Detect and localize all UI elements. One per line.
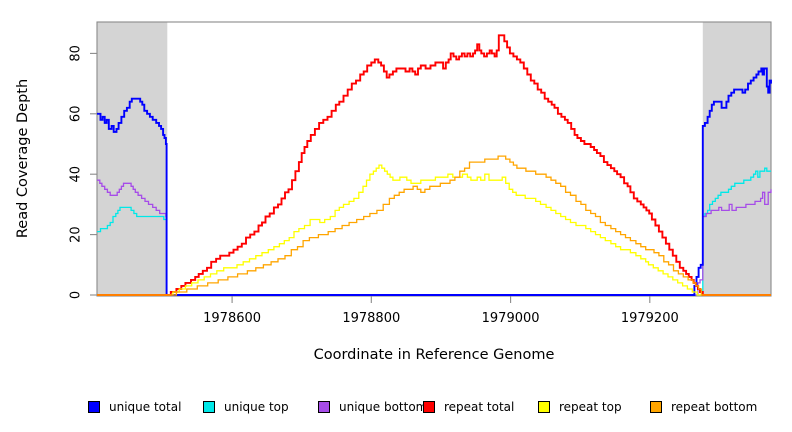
series-unique-top (97, 167, 771, 296)
y-tick-label: 80 (69, 45, 84, 62)
x-axis-title: Coordinate in Reference Genome (314, 347, 555, 363)
shaded-region (97, 22, 168, 296)
y-tick-label: 20 (69, 226, 84, 243)
x-tick-label: 1979200 (621, 311, 679, 326)
y-tick-label: 0 (69, 291, 84, 299)
series-repeat-total (97, 34, 771, 296)
x-tick-label: 1978600 (203, 311, 261, 326)
y-tick-label: 60 (69, 106, 84, 123)
x-tick-label: 1978800 (342, 311, 400, 326)
x-tick-label: 1979000 (482, 311, 540, 326)
series-repeat-top (97, 164, 771, 296)
series-unique-total (97, 67, 772, 296)
plot-frame (96, 21, 772, 297)
y-tick-label: 40 (69, 166, 84, 183)
series-repeat-bottom (97, 155, 771, 296)
shaded-region (702, 22, 771, 296)
y-axis-title: Read Coverage Depth (15, 79, 31, 238)
